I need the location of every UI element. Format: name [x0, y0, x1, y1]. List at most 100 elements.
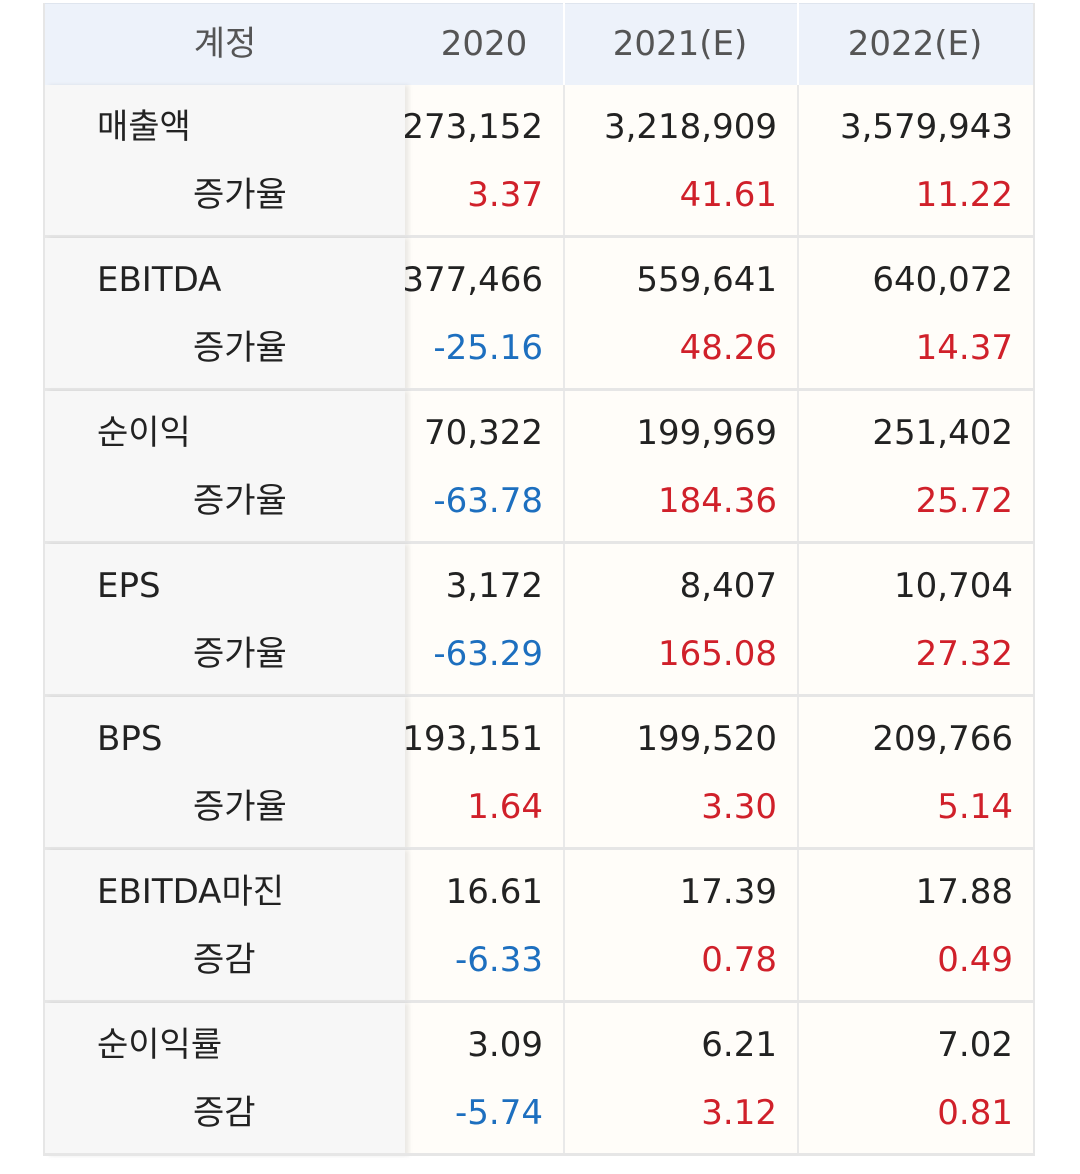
col-divider: [563, 544, 565, 697]
col-divider: [797, 85, 799, 238]
sub-value: 14.37: [915, 328, 1013, 368]
value: 6.21: [701, 1025, 777, 1065]
header-bg: [45, 3, 1033, 85]
value: 199,969: [636, 413, 777, 453]
sub-label: 증가율: [193, 328, 287, 368]
label-bg: [45, 850, 405, 1003]
sub-value: 184.36: [658, 481, 777, 521]
data-bg: [405, 391, 1033, 544]
sub-value: -63.29: [433, 634, 543, 674]
row-divider: [45, 1000, 1033, 1003]
sub-label: 증감: [193, 940, 256, 980]
col-divider: [797, 391, 799, 544]
col-divider: [797, 544, 799, 697]
table-border-left: [43, 3, 45, 1156]
value: 3,579,943: [839, 107, 1013, 147]
sub-label: 증가율: [193, 481, 287, 521]
col-divider: [797, 1003, 799, 1156]
row-label: EBITDA: [97, 260, 222, 300]
value: 3.09: [467, 1025, 543, 1065]
header-label: 계정: [193, 24, 257, 64]
value: 251,402: [872, 413, 1013, 453]
row-label: BPS: [97, 719, 163, 759]
col-divider: [563, 85, 565, 238]
col-divider: [797, 238, 799, 391]
col-divider: [563, 238, 565, 391]
row-divider: [45, 388, 1033, 391]
sub-label: 증가율: [193, 787, 287, 827]
value: 7.02: [937, 1025, 1013, 1065]
label-bg: [45, 697, 405, 850]
label-bg: [45, 85, 405, 238]
value: 70,322: [424, 413, 543, 453]
col-divider: [563, 391, 565, 544]
row-label: EBITDA마진: [97, 872, 285, 912]
data-bg: [405, 544, 1033, 697]
sub-value: 3.37: [467, 175, 543, 215]
value: 209,766: [872, 719, 1013, 759]
value: 273,152: [405, 107, 543, 147]
value: 16.61: [445, 872, 543, 912]
row-divider: [45, 694, 1033, 697]
sub-value: 0.81: [937, 1093, 1013, 1133]
data-bg: [405, 697, 1033, 850]
row-divider: [45, 847, 1033, 850]
value: 3,218,909: [603, 107, 777, 147]
sub-value: 25.72: [915, 481, 1013, 521]
row-label: 순이익: [97, 413, 191, 453]
label-bg: [45, 1003, 405, 1156]
value: 17.88: [915, 872, 1013, 912]
year-header: 2022(E): [847, 24, 983, 64]
col-divider: [563, 3, 565, 85]
row-divider: [45, 541, 1033, 544]
sub-value: 48.26: [679, 328, 777, 368]
sub-value: 0.78: [701, 940, 777, 980]
sub-value: 0.49: [937, 940, 1013, 980]
data-bg: [405, 238, 1033, 391]
sub-value: -6.33: [455, 940, 543, 980]
label-bg: [45, 544, 405, 697]
year-header: 2020: [440, 24, 528, 64]
sub-value: -5.74: [455, 1093, 543, 1133]
sub-value: -63.78: [433, 481, 543, 521]
sub-value: 11.22: [915, 175, 1013, 215]
col-divider: [797, 3, 799, 85]
row-label: 매출액: [97, 107, 191, 147]
label-bg: [45, 238, 405, 391]
col-divider: [563, 1003, 565, 1156]
data-bg: [405, 1003, 1033, 1156]
value: 199,520: [636, 719, 777, 759]
data-bg: [405, 85, 1033, 238]
label-bg: [45, 391, 405, 544]
sub-label: 증가율: [193, 634, 287, 674]
row-label: 순이익률: [97, 1025, 223, 1065]
value: 3,172: [445, 566, 543, 606]
col-divider: [797, 850, 799, 1003]
row-divider: [45, 235, 1033, 238]
sub-label: 증가율: [193, 175, 287, 215]
sub-label: 증감: [193, 1093, 256, 1133]
value: 377,466: [405, 260, 543, 300]
col-divider: [563, 850, 565, 1003]
value: 559,641: [636, 260, 777, 300]
value: 17.39: [679, 872, 777, 912]
value: 8,407: [679, 566, 777, 606]
sub-value: 165.08: [658, 634, 777, 674]
row-divider: [45, 1153, 1033, 1156]
sub-value: 1.64: [467, 787, 543, 827]
sub-value: 3.30: [701, 787, 777, 827]
data-bg: [405, 850, 1033, 1003]
value: 10,704: [894, 566, 1013, 606]
row-label: EPS: [97, 566, 161, 606]
year-header: 2021(E): [612, 24, 748, 64]
sub-value: 5.14: [937, 787, 1013, 827]
sub-value: 3.12: [701, 1093, 777, 1133]
sub-value: -25.16: [433, 328, 543, 368]
value: 640,072: [872, 260, 1013, 300]
col-divider: [797, 697, 799, 850]
col-divider: [563, 697, 565, 850]
table-border-right: [1033, 3, 1035, 1156]
sub-value: 41.61: [679, 175, 777, 215]
value: 193,151: [405, 719, 543, 759]
